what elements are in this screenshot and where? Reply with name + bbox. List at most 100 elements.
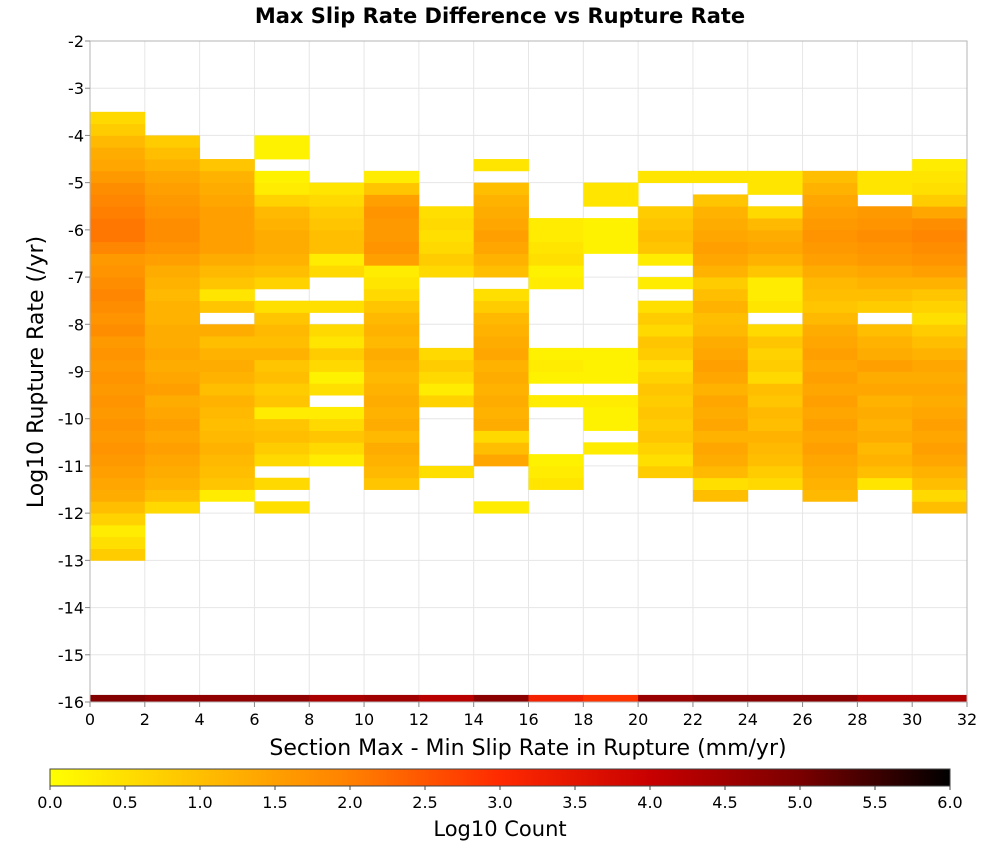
heatmap-cell bbox=[90, 513, 146, 526]
heatmap-cell bbox=[309, 430, 365, 443]
heatmap-cell bbox=[857, 182, 913, 195]
heatmap-cell bbox=[309, 418, 365, 431]
heatmap-cell bbox=[254, 265, 310, 278]
x-tick-label: 30 bbox=[902, 710, 922, 729]
heatmap-cell bbox=[473, 312, 529, 325]
heatmap-cell bbox=[309, 383, 365, 396]
heatmap-cell bbox=[912, 442, 968, 455]
heatmap-cell bbox=[912, 395, 968, 408]
heatmap-cell bbox=[692, 347, 749, 361]
heatmap-cell bbox=[199, 206, 255, 219]
heatmap-cell bbox=[638, 395, 694, 408]
heatmap-cell bbox=[692, 229, 749, 243]
heatmap-cell bbox=[747, 430, 803, 443]
heatmap-cell bbox=[199, 359, 255, 372]
heatmap-cell bbox=[199, 336, 255, 349]
heatmap-cell bbox=[692, 442, 749, 455]
heatmap-cell bbox=[254, 418, 310, 431]
heatmap-cell-bottom bbox=[802, 694, 858, 702]
heatmap-cell bbox=[309, 182, 365, 195]
x-tick-label: 26 bbox=[792, 710, 812, 729]
heatmap-cell bbox=[254, 147, 310, 160]
heatmap-cell bbox=[583, 371, 639, 384]
y-tick-label: -16 bbox=[58, 693, 84, 712]
heatmap-cell bbox=[912, 265, 968, 278]
heatmap-cell bbox=[418, 218, 475, 231]
heatmap-cell bbox=[528, 277, 584, 290]
heatmap-cell bbox=[912, 406, 968, 420]
heatmap-cell bbox=[473, 194, 529, 207]
heatmap-cell bbox=[364, 312, 420, 325]
heatmap-cell bbox=[802, 288, 858, 302]
heatmap-cell bbox=[692, 371, 749, 384]
heatmap-cell bbox=[912, 477, 968, 490]
heatmap-cell bbox=[747, 229, 803, 243]
colorbar bbox=[49, 768, 951, 787]
heatmap-cell bbox=[857, 336, 913, 349]
heatmap-cell bbox=[90, 241, 146, 254]
heatmap-cell bbox=[309, 206, 365, 219]
heatmap-cell bbox=[912, 418, 968, 431]
heatmap-cell bbox=[199, 489, 255, 502]
heatmap-cell bbox=[254, 430, 310, 443]
heatmap-cell bbox=[747, 324, 803, 337]
heatmap-cell bbox=[473, 383, 529, 396]
heatmap-cell bbox=[528, 218, 584, 231]
heatmap-cell bbox=[418, 241, 475, 254]
x-tick-label: 16 bbox=[518, 710, 538, 729]
heatmap-cell bbox=[364, 218, 420, 231]
heatmap-cell bbox=[747, 347, 803, 361]
heatmap-cell bbox=[747, 182, 803, 195]
colorbar-tick-label: 1.0 bbox=[187, 793, 212, 812]
heatmap-cell bbox=[747, 288, 803, 302]
heatmap-cell bbox=[90, 418, 146, 431]
heatmap-cell bbox=[254, 324, 310, 337]
heatmap-cell bbox=[254, 170, 310, 184]
heatmap-cell bbox=[144, 371, 201, 384]
colorbar-tick-label: 2.0 bbox=[337, 793, 362, 812]
y-tick-label: -9 bbox=[68, 363, 84, 382]
x-tick-label: 6 bbox=[249, 710, 259, 729]
heatmap-cell bbox=[802, 465, 858, 479]
heatmap-cell bbox=[912, 312, 968, 325]
heatmap-cell bbox=[583, 218, 639, 231]
colorbar-tick-label: 5.0 bbox=[787, 793, 812, 812]
x-tick-label: 4 bbox=[195, 710, 205, 729]
heatmap-cell bbox=[583, 347, 639, 361]
heatmap-cell bbox=[144, 194, 201, 207]
heatmap-cell bbox=[473, 324, 529, 337]
heatmap-cell bbox=[747, 336, 803, 349]
y-tick-label: -6 bbox=[68, 221, 84, 240]
heatmap-cell bbox=[857, 347, 913, 361]
heatmap-cell bbox=[254, 135, 310, 148]
heatmap-cell bbox=[473, 300, 529, 313]
heatmap-cell bbox=[199, 442, 255, 455]
heatmap-cell bbox=[90, 300, 146, 313]
heatmap-cell bbox=[364, 229, 420, 243]
heatmap-cell bbox=[364, 430, 420, 443]
heatmap-cell bbox=[692, 383, 749, 396]
heatmap-cell bbox=[747, 442, 803, 455]
colorbar-tick-label: 6.0 bbox=[937, 793, 962, 812]
heatmap-cells bbox=[90, 111, 968, 702]
heatmap-cell bbox=[857, 454, 913, 467]
heatmap-cell bbox=[144, 418, 201, 431]
heatmap-cell bbox=[144, 182, 201, 195]
y-tick-label: -4 bbox=[68, 126, 84, 145]
heatmap-cell bbox=[473, 241, 529, 254]
heatmap-cell bbox=[364, 288, 420, 302]
heatmap-cell bbox=[309, 371, 365, 384]
x-tick-label: 24 bbox=[738, 710, 758, 729]
heatmap-cell bbox=[254, 501, 310, 514]
x-tick-label: 14 bbox=[464, 710, 484, 729]
heatmap-cell bbox=[857, 418, 913, 431]
heatmap-cell bbox=[254, 383, 310, 396]
heatmap-cell bbox=[364, 277, 420, 290]
colorbar-ticks: 0.0 0.5 1.0 1.5 2.0 2.5 3.0 3.5 4.0 4.5 5.0 5.5 6.0 bbox=[37, 786, 963, 812]
heatmap-cell bbox=[473, 501, 529, 514]
heatmap-cell bbox=[90, 135, 146, 148]
heatmap-cell bbox=[309, 229, 365, 243]
heatmap-cell bbox=[857, 359, 913, 372]
heatmap-cell bbox=[473, 418, 529, 431]
heatmap-cell bbox=[418, 359, 475, 372]
